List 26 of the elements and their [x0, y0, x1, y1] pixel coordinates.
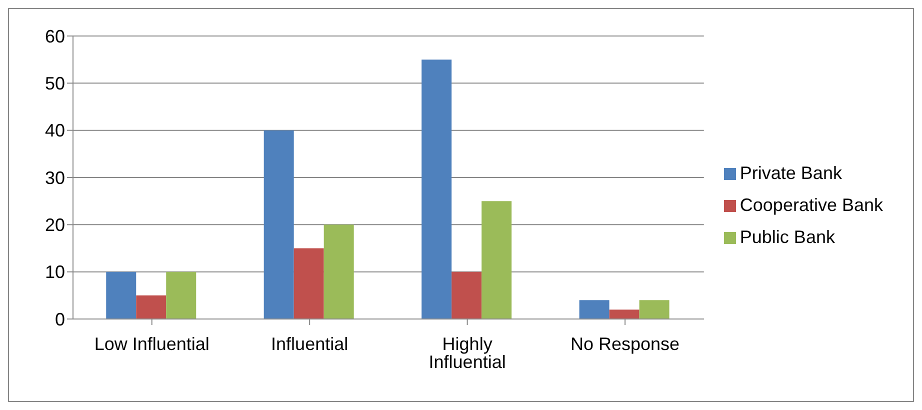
- y-tick-label: 40: [44, 120, 65, 141]
- y-tick-label: 30: [44, 168, 65, 188]
- x-tick-label: Highly Influential: [428, 334, 506, 372]
- bar: [264, 130, 294, 319]
- legend-label: Private Bank: [740, 163, 842, 183]
- y-tick-label: 10: [44, 262, 65, 282]
- bar: [639, 300, 670, 319]
- y-tick-label: 20: [44, 215, 65, 236]
- bar: [422, 60, 452, 319]
- legend-label: Cooperative Bank: [740, 195, 883, 215]
- x-tick-label: Influential: [271, 334, 348, 354]
- bar: [166, 272, 196, 319]
- bar: [106, 272, 136, 319]
- bar: [579, 300, 610, 319]
- bar: [482, 201, 512, 319]
- x-tick-label: Low Influential: [94, 334, 210, 354]
- x-tick-label: No Response: [570, 334, 680, 354]
- legend-label: Public Bank: [740, 227, 835, 247]
- y-tick-label: 50: [44, 74, 65, 94]
- y-tick-label: 0: [54, 309, 65, 330]
- bar: [452, 272, 482, 319]
- bar: [294, 248, 324, 319]
- bar: [324, 224, 354, 319]
- bar: [136, 295, 166, 319]
- y-tick-label: 60: [44, 26, 65, 46]
- bar: [609, 310, 640, 319]
